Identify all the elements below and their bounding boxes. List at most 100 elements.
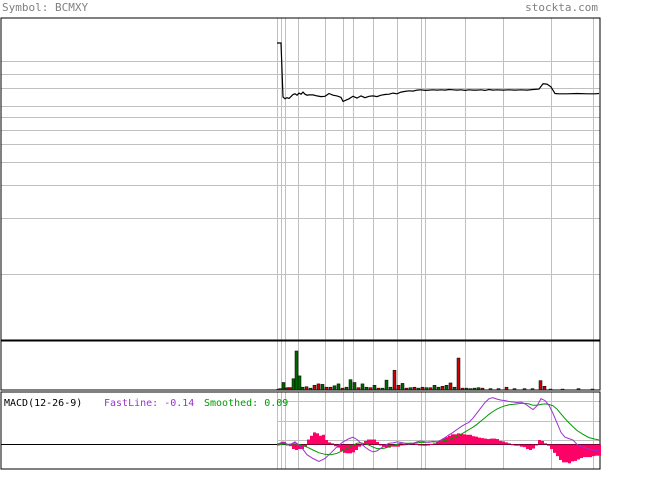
macd-panel bbox=[1, 397, 601, 464]
volume-bar bbox=[316, 383, 321, 391]
macd-histogram-bar bbox=[340, 444, 343, 451]
macd-histogram-bar bbox=[493, 438, 496, 445]
volume-bar bbox=[312, 385, 317, 391]
volume-bar bbox=[530, 388, 535, 391]
volume-bar bbox=[548, 388, 553, 391]
symbol-label: Symbol: BCMXY bbox=[2, 1, 88, 14]
volume-bar bbox=[364, 386, 369, 391]
macd-histogram-bar bbox=[310, 435, 313, 445]
macd-histogram-bar bbox=[415, 443, 418, 445]
macd-histogram-bar bbox=[436, 441, 439, 445]
macd-histogram-bar bbox=[550, 444, 553, 450]
macd-histogram-bar bbox=[556, 444, 559, 457]
macd-frame bbox=[0, 391, 601, 470]
macd-histogram-bar bbox=[577, 444, 580, 460]
macd-smoothed-line bbox=[276, 402, 600, 456]
macd-histogram-bar bbox=[286, 444, 289, 446]
macd-smoothed-label: Smoothed: 0.09 bbox=[204, 398, 288, 409]
volume-panel bbox=[276, 350, 595, 391]
volume-bar bbox=[396, 385, 401, 391]
macd-histogram-bar bbox=[370, 439, 373, 445]
macd-histogram-bar bbox=[445, 437, 448, 445]
macd-histogram-bar bbox=[496, 439, 499, 445]
macd-histogram-bar bbox=[568, 444, 571, 464]
volume-bar bbox=[384, 379, 389, 391]
volume-bar bbox=[308, 387, 313, 391]
macd-histogram-bar bbox=[505, 442, 508, 445]
volume-bar bbox=[356, 387, 361, 391]
volume-bar bbox=[448, 382, 453, 391]
volume-bar bbox=[512, 388, 517, 391]
volume-bar bbox=[416, 387, 421, 391]
macd-histogram-bar bbox=[349, 444, 352, 454]
volume-bar bbox=[372, 385, 377, 391]
macd-histogram-bar bbox=[574, 444, 577, 461]
macd-histogram-bar bbox=[328, 442, 331, 445]
macd-histogram-bar bbox=[589, 444, 592, 458]
volume-bar bbox=[460, 387, 465, 391]
volume-bar bbox=[376, 387, 381, 391]
macd-histogram-bar bbox=[544, 443, 547, 445]
volume-bar bbox=[368, 387, 373, 391]
volume-bar bbox=[464, 387, 469, 391]
macd-histogram-bar bbox=[535, 444, 538, 446]
volume-bar bbox=[400, 383, 405, 391]
macd-histogram-bar bbox=[529, 444, 532, 450]
macd-histogram-bar bbox=[289, 444, 292, 447]
macd-histogram-bar bbox=[439, 440, 442, 445]
volume-bar bbox=[424, 387, 429, 391]
macd-histogram-bar bbox=[418, 444, 421, 446]
macd-histogram-bar bbox=[358, 444, 361, 447]
volume-bar bbox=[360, 383, 365, 391]
macd-histogram-bar bbox=[331, 443, 334, 445]
volume-bar bbox=[291, 378, 296, 391]
volume-bar bbox=[420, 386, 425, 391]
macd-histogram-bar bbox=[427, 444, 430, 446]
volume-bar bbox=[297, 375, 302, 391]
macd-histogram-bar bbox=[451, 434, 454, 445]
macd-histogram-bar bbox=[475, 436, 478, 445]
macd-histogram-bar bbox=[562, 444, 565, 463]
macd-histogram-bar bbox=[403, 444, 406, 446]
macd-histogram-bar bbox=[325, 440, 328, 445]
macd-histogram-bar bbox=[334, 444, 337, 447]
macd-histogram-bar bbox=[355, 444, 358, 450]
macd-histogram-bar bbox=[430, 443, 433, 445]
macd-title: MACD(12-26-9) bbox=[4, 398, 82, 409]
volume-bar bbox=[590, 388, 595, 391]
macd-histogram-bar bbox=[400, 444, 403, 446]
volume-bar bbox=[380, 387, 385, 391]
volume-bar bbox=[304, 386, 309, 391]
macd-histogram-bar bbox=[313, 432, 316, 445]
volume-bar bbox=[480, 387, 485, 391]
macd-histogram-bar bbox=[322, 434, 325, 445]
volume-bar bbox=[348, 379, 353, 391]
macd-histogram-bar bbox=[373, 439, 376, 445]
macd-histogram-bar bbox=[292, 444, 295, 450]
macd-histogram-bar bbox=[541, 440, 544, 445]
macd-histogram-bar bbox=[307, 439, 310, 445]
volume-bar bbox=[392, 370, 397, 391]
volume-bar bbox=[440, 385, 445, 391]
volume-bar bbox=[300, 386, 305, 391]
macd-histogram-bar bbox=[565, 444, 568, 463]
macd-histogram-bar bbox=[484, 438, 487, 445]
macd-histogram-bar bbox=[301, 444, 304, 450]
site-label: stockta.com bbox=[525, 1, 598, 14]
macd-histogram-bar bbox=[514, 444, 517, 446]
macd-histogram-bar bbox=[487, 439, 490, 445]
macd-histogram-bar bbox=[559, 444, 562, 460]
volume-bar bbox=[522, 388, 527, 391]
volume-bar bbox=[432, 385, 437, 391]
macd-histogram-bar bbox=[454, 434, 457, 445]
macd-histogram-bar bbox=[520, 444, 523, 447]
volume-bar bbox=[542, 385, 547, 391]
volume-bar bbox=[456, 357, 461, 391]
macd-histogram-bar bbox=[394, 444, 397, 447]
macd-histogram-bar bbox=[424, 444, 427, 446]
macd-histogram-bar bbox=[298, 444, 301, 450]
macd-histogram-bar bbox=[433, 443, 436, 445]
macd-histogram-bar bbox=[532, 444, 535, 449]
volume-bar bbox=[336, 383, 341, 391]
